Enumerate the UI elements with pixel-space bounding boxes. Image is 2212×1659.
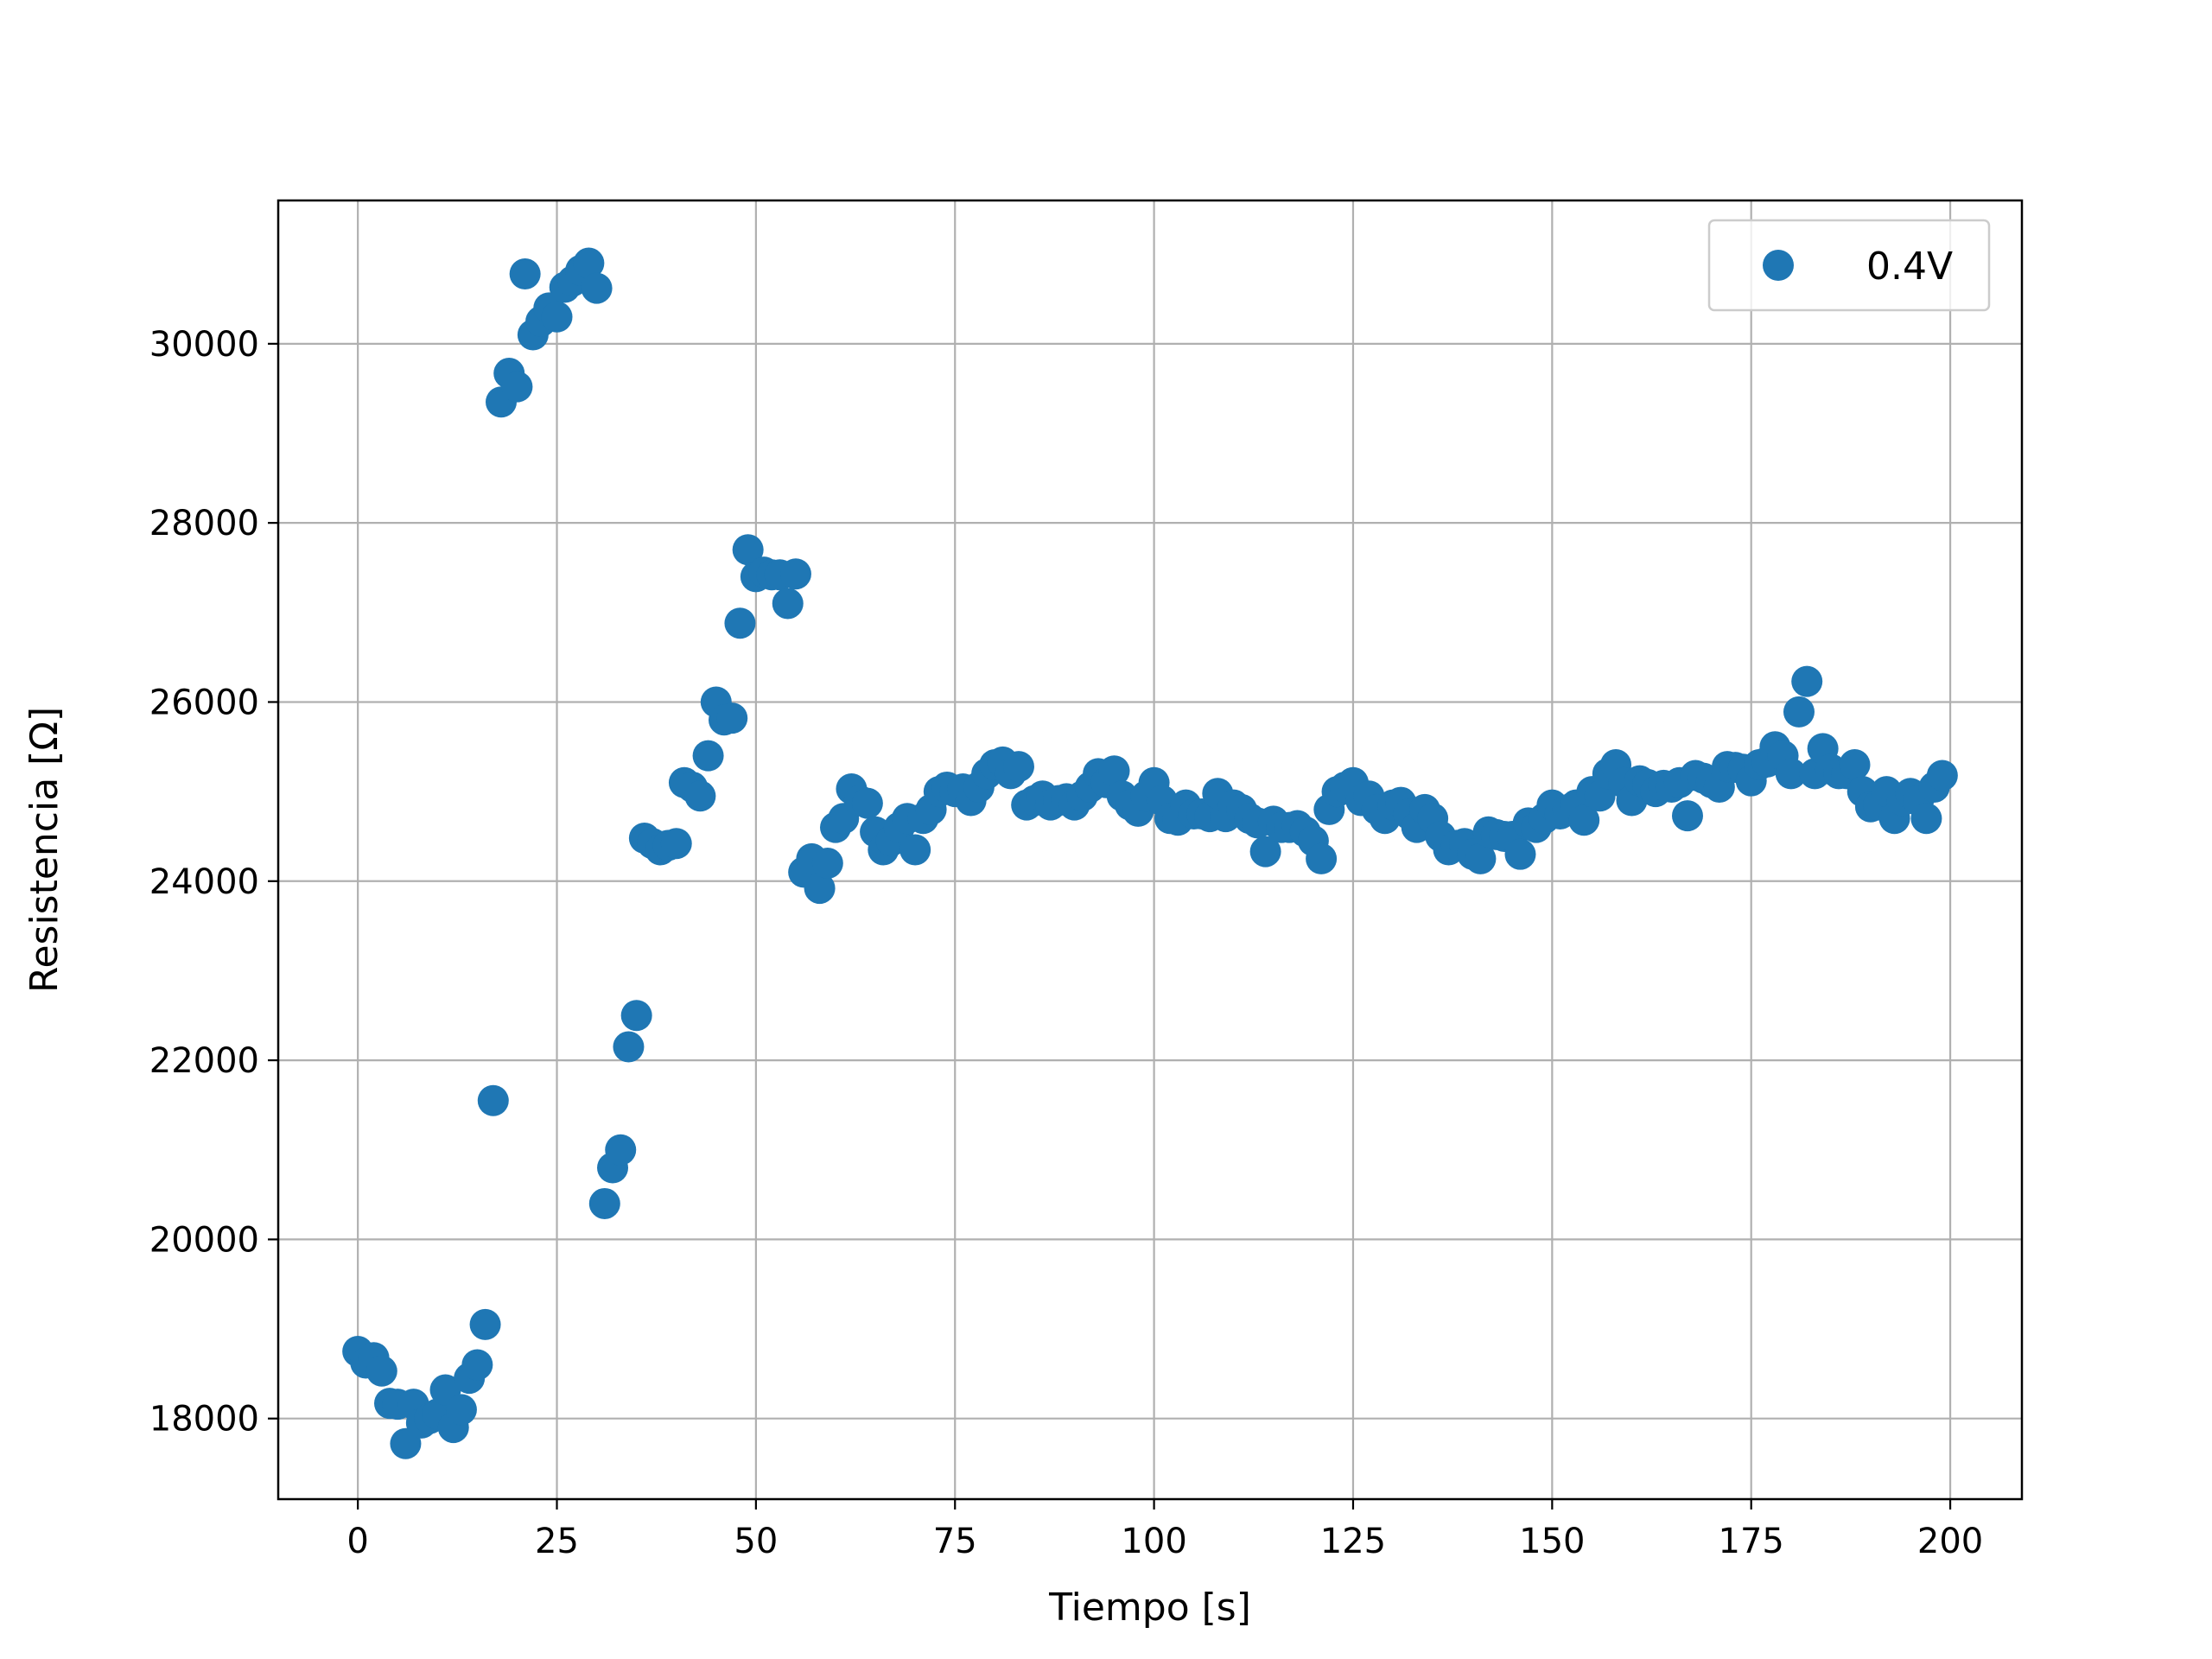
data-point [613,1031,645,1063]
x-tick-label: 0 [346,1522,368,1561]
data-point [779,558,811,590]
data-point [1002,751,1034,783]
x-tick-label: 150 [1519,1522,1585,1561]
data-point [620,1000,652,1032]
x-tick-label: 100 [1121,1522,1186,1561]
data-point [573,247,605,279]
x-tick-label: 25 [535,1522,579,1561]
data-point [461,1349,493,1381]
data-point [1504,838,1536,870]
data-point [445,1394,477,1426]
data-point [1249,836,1281,868]
y-tick-label: 20000 [149,1220,259,1260]
data-point [581,272,613,304]
data-point [1671,800,1703,832]
y-tick-label: 24000 [149,862,259,902]
data-point [1839,749,1871,781]
data-point [684,780,716,812]
data-point [804,873,836,905]
plot-frame [276,199,2024,1501]
legend-marker-0.4V [1763,250,1794,281]
data-point [509,257,541,289]
y-tick-label: 18000 [149,1400,259,1440]
data-point [501,371,533,403]
data-point [811,848,843,880]
data-points [342,247,1958,1459]
legend: 0.4V [1707,219,1991,312]
data-point [899,834,931,866]
data-point [1465,842,1497,874]
y-tick-label: 30000 [149,325,259,365]
data-point [365,1355,397,1387]
data-point [724,607,756,639]
legend-box [1707,219,1991,312]
data-point [660,828,692,860]
x-tick-label: 50 [734,1522,778,1561]
x-tick-label: 75 [933,1522,977,1561]
data-point [1775,758,1807,790]
data-point [772,588,804,620]
y-tick-label: 28000 [149,504,259,543]
data-point [541,301,573,333]
data-point [692,740,724,772]
gridlines [278,200,2022,1499]
data-point [1098,755,1130,787]
data-point [1910,803,1942,835]
y-axis-label: Resistencia [Ω] [22,707,67,993]
data-point [1791,665,1823,697]
data-point [851,787,883,819]
data-point [477,1084,509,1116]
data-point [716,702,748,734]
y-tick-label: 26000 [149,683,259,722]
x-tick-label: 175 [1719,1522,1784,1561]
legend-label: 0.4V [1866,245,1953,289]
x-tick-label: 125 [1320,1522,1386,1561]
x-axis-label: Tiempo [s] [1048,1586,1251,1630]
y-tick-label: 22000 [149,1041,259,1081]
data-point [1926,760,1958,791]
x-tick-label: 200 [1917,1522,1983,1561]
data-point [588,1187,620,1219]
data-point [469,1308,501,1340]
data-point [1568,804,1600,836]
axis-ticks: 0 25 50 75 100 125 150 175 200 18000 20000 22000 240… [149,325,1983,1561]
data-point [605,1134,637,1166]
data-point [732,534,764,566]
data-point [1783,696,1815,728]
data-point [1306,842,1338,874]
